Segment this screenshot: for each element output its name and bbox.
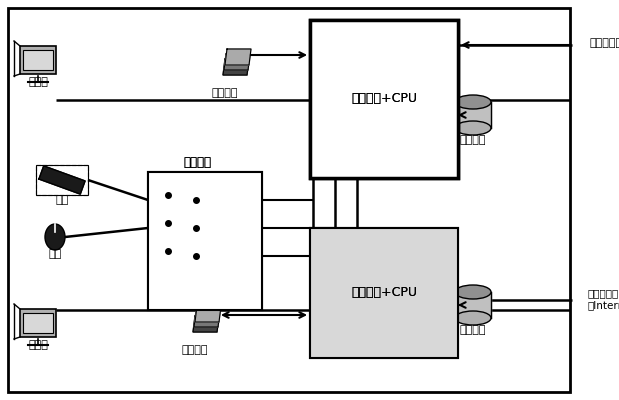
Text: 主控系统: 主控系统 bbox=[183, 156, 211, 168]
Polygon shape bbox=[224, 54, 250, 70]
Text: 外网主板+CPU: 外网主板+CPU bbox=[351, 286, 417, 300]
Bar bbox=[148, 172, 262, 310]
Polygon shape bbox=[225, 49, 251, 65]
Polygon shape bbox=[193, 316, 219, 332]
Ellipse shape bbox=[455, 95, 491, 109]
Text: 外网主板+CPU: 外网主板+CPU bbox=[351, 286, 417, 300]
Polygon shape bbox=[194, 311, 220, 327]
Text: 主控系统: 主控系统 bbox=[183, 156, 211, 168]
Text: 鼠标: 鼠标 bbox=[48, 249, 62, 259]
Text: 显示器: 显示器 bbox=[28, 340, 48, 350]
Text: 只读光驱: 只读光驱 bbox=[212, 88, 238, 98]
Text: （Internet）: （Internet） bbox=[588, 300, 619, 310]
Text: 外网硬盘: 外网硬盘 bbox=[460, 325, 487, 335]
Polygon shape bbox=[223, 59, 249, 75]
Bar bbox=[20, 46, 56, 74]
Ellipse shape bbox=[455, 311, 491, 325]
Text: 内网主板+CPU: 内网主板+CPU bbox=[351, 92, 417, 106]
Bar bbox=[23, 313, 53, 333]
Text: 读写光驱: 读写光驱 bbox=[182, 345, 208, 355]
Text: 键盘: 键盘 bbox=[55, 195, 69, 205]
Bar bbox=[36, 165, 88, 195]
Bar bbox=[310, 20, 458, 178]
Bar bbox=[148, 172, 262, 310]
Text: 内部局域网: 内部局域网 bbox=[590, 38, 619, 48]
Ellipse shape bbox=[45, 224, 65, 250]
Ellipse shape bbox=[455, 285, 491, 299]
Bar bbox=[310, 20, 458, 178]
Text: 显示器: 显示器 bbox=[28, 77, 48, 87]
Bar bbox=[23, 50, 53, 70]
Bar bbox=[36, 165, 88, 195]
Polygon shape bbox=[455, 102, 491, 128]
Text: 公共信息网: 公共信息网 bbox=[588, 288, 619, 298]
Bar bbox=[310, 228, 458, 358]
Bar bbox=[20, 309, 56, 337]
Ellipse shape bbox=[455, 121, 491, 135]
Bar bbox=[310, 228, 458, 358]
Polygon shape bbox=[455, 292, 491, 318]
Polygon shape bbox=[39, 166, 85, 194]
Text: 内网硬盘: 内网硬盘 bbox=[460, 135, 487, 145]
Text: 内网主板+CPU: 内网主板+CPU bbox=[351, 92, 417, 106]
Polygon shape bbox=[195, 306, 221, 322]
